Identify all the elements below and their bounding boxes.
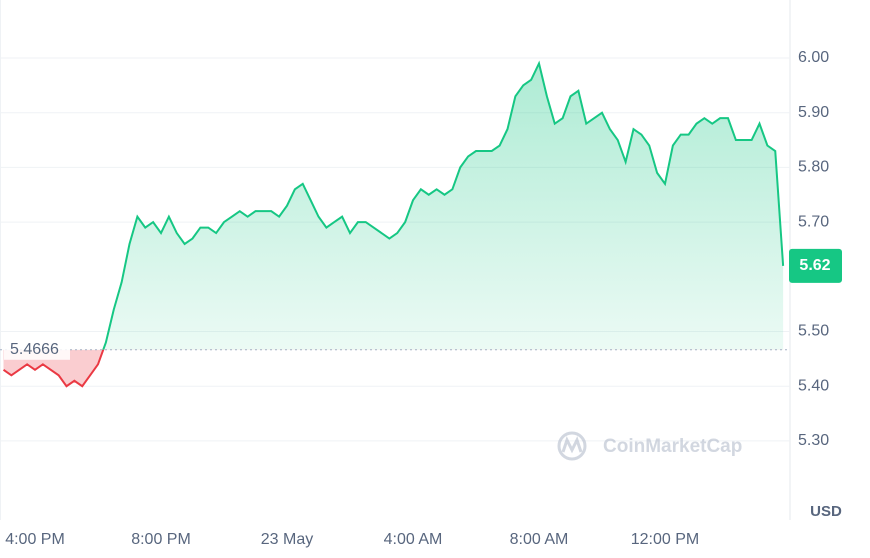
baseline-label-bg bbox=[4, 337, 70, 360]
watermark: CoinMarketCap bbox=[557, 431, 742, 461]
y-tick-label: 5.30 bbox=[798, 432, 829, 449]
y-tick-label: 5.80 bbox=[798, 159, 829, 176]
x-tick-label: 8:00 AM bbox=[510, 531, 569, 548]
x-tick-label: 4:00 PM bbox=[5, 531, 65, 548]
price-badge bbox=[789, 248, 842, 283]
x-tick-label: 4:00 AM bbox=[384, 531, 443, 548]
price-badge-label: 5.62 bbox=[799, 257, 830, 274]
y-tick-label: 6.00 bbox=[798, 49, 829, 66]
x-tick-label: 8:00 PM bbox=[131, 531, 191, 548]
y-tick-label: 5.40 bbox=[798, 377, 829, 394]
y-tick-label: 5.90 bbox=[798, 104, 829, 121]
watermark-text: CoinMarketCap bbox=[603, 436, 742, 457]
area-up bbox=[3, 63, 784, 350]
axis-label: USD bbox=[810, 503, 842, 520]
y-tick-label: 5.70 bbox=[798, 213, 829, 230]
y-tick-label: 5.50 bbox=[798, 323, 829, 340]
price-line-up bbox=[102, 60, 785, 350]
x-tick-label: 23 May bbox=[261, 531, 313, 548]
baseline-label: 5.4666 bbox=[10, 341, 59, 358]
x-tick-label: 12:00 PM bbox=[631, 531, 699, 548]
